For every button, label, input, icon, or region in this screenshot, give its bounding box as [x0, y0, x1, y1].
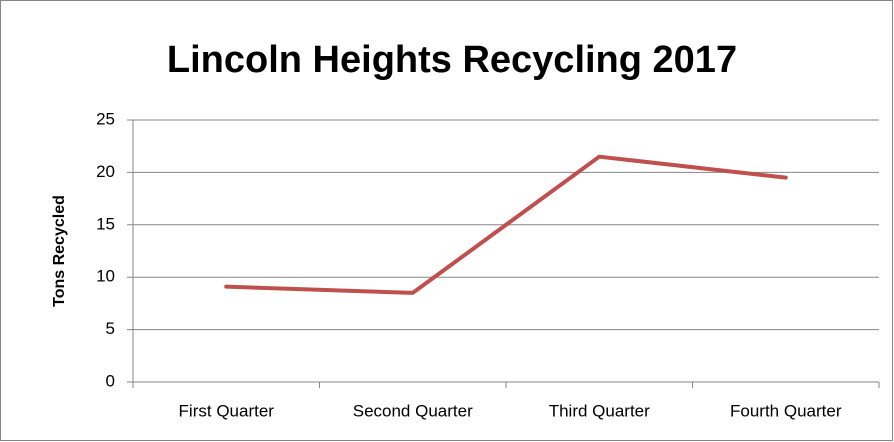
y-tick-label: 15: [96, 214, 115, 233]
x-tick-label: Fourth Quarter: [730, 401, 842, 420]
x-tick-label: First Quarter: [179, 401, 275, 420]
y-tick-label: 10: [96, 267, 115, 286]
y-tick-label: 20: [96, 162, 115, 181]
chart-title: Lincoln Heights Recycling 2017: [167, 39, 737, 81]
x-tick-label: Second Quarter: [353, 401, 473, 420]
y-axis-label: Tons Recycled: [51, 195, 68, 307]
data-line: [224, 154, 788, 295]
x-tick-label: Third Quarter: [549, 401, 650, 420]
y-tick-label: 5: [106, 319, 115, 338]
y-tick-label: 25: [96, 109, 115, 128]
y-tick-label: 0: [106, 371, 115, 390]
